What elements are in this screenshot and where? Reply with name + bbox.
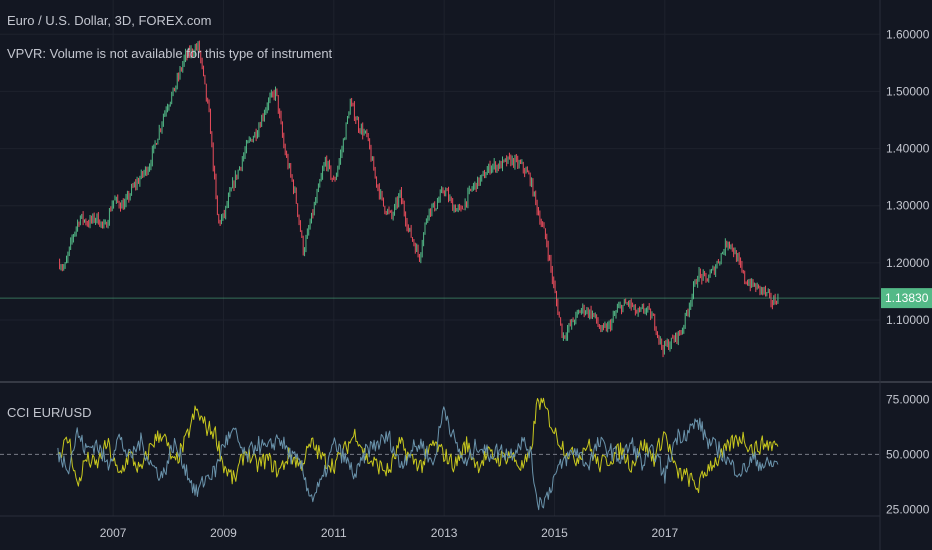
chart-title: Euro / U.S. Dollar, 3D, FOREX.com <box>7 13 212 28</box>
y-tick-label: 1.40000 <box>886 142 930 156</box>
y-tick-label: 1.10000 <box>886 313 930 327</box>
last-price-badge-bg <box>881 288 932 309</box>
y-tick-label: 1.60000 <box>886 27 930 41</box>
x-tick-label: 2015 <box>541 526 568 540</box>
time-axis[interactable]: 2007 2009 2011 2013 2015 2017 <box>100 526 679 540</box>
cci-y-tick-label: 25.0000 <box>886 502 930 516</box>
x-tick-label: 2007 <box>100 526 127 540</box>
cci-axis[interactable]: 25.0000 50.0000 75.0000 <box>886 392 930 516</box>
last-price-badge: 1.13830 <box>881 288 932 309</box>
y-tick-label: 1.20000 <box>886 256 930 270</box>
price-series <box>59 40 779 358</box>
x-tick-label: 2009 <box>210 526 237 540</box>
cci-series-line-1 <box>57 397 779 494</box>
cci-y-tick-label: 75.0000 <box>886 392 930 406</box>
x-tick-label: 2017 <box>651 526 678 540</box>
cci-series-line-2 <box>57 406 779 511</box>
grid <box>0 0 880 516</box>
cci-pane-title: CCI EUR/USD <box>7 405 92 420</box>
y-tick-label: 1.50000 <box>886 84 930 98</box>
price-axis[interactable]: 1.10000 1.20000 1.30000 1.40000 1.50000 1.600… <box>886 27 930 327</box>
chart-subtitle: VPVR: Volume is not available for this t… <box>7 46 333 61</box>
cci-y-tick-label: 50.0000 <box>886 447 930 461</box>
last-price-label: 1.13830 <box>885 291 929 305</box>
x-tick-label: 2011 <box>321 526 347 540</box>
cci-series <box>0 397 880 511</box>
y-tick-label: 1.30000 <box>886 199 930 213</box>
x-tick-label: 2013 <box>431 526 458 540</box>
